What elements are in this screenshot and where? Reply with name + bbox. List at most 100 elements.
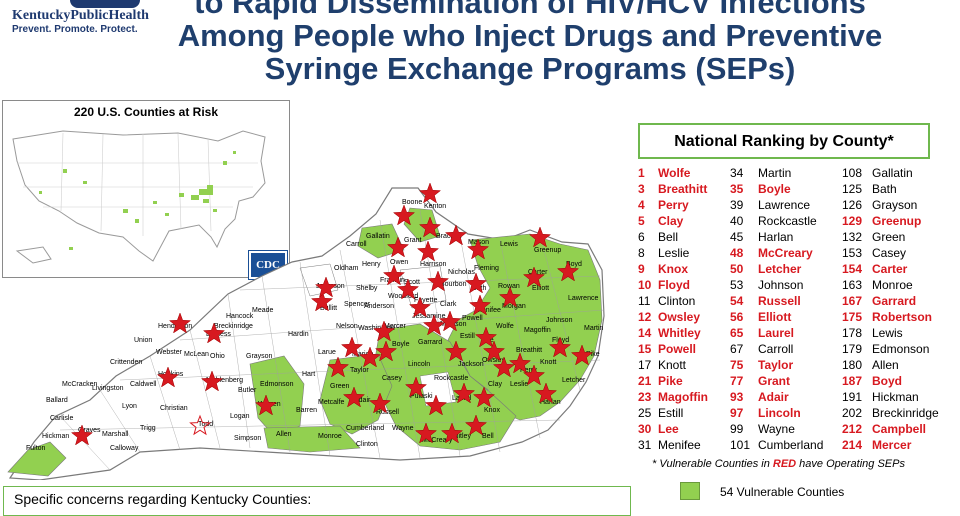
county-label: Russell — [376, 409, 399, 416]
county-label: Lincoln — [408, 361, 430, 368]
ranking-number: 153 — [842, 246, 863, 260]
sep-star-icon — [440, 422, 464, 444]
sep-star-icon — [386, 236, 410, 258]
ranking-county: Johnson — [758, 278, 804, 292]
county-label: Estill — [460, 333, 475, 340]
ranking-county: Pike — [658, 374, 683, 388]
county-label: Hart — [302, 371, 315, 378]
sep-star-icon — [372, 320, 396, 342]
ranking-number: 163 — [842, 278, 863, 292]
ranking-county: Carroll — [758, 342, 794, 356]
county-label: Harrison — [420, 261, 447, 268]
county-label: Hancock — [226, 313, 254, 320]
ranking-row: 125 Bath — [842, 181, 939, 197]
county-label: Casey — [382, 375, 402, 382]
ranking-number: 34 — [730, 166, 744, 180]
ranking-number: 30 — [638, 422, 652, 436]
ranking-county: Clinton — [658, 294, 696, 308]
ranking-row: 34 Martin — [730, 165, 823, 181]
ranking-county: Breathitt — [658, 182, 708, 196]
ranking-county: Greenup — [872, 214, 922, 228]
ranking-county: Menifee — [658, 438, 701, 452]
county-label: Caldwell — [130, 381, 157, 388]
ranking-number: 8 — [638, 246, 645, 260]
ranking-number: 126 — [842, 198, 863, 212]
ranking-number: 77 — [730, 374, 744, 388]
county-label: Ballard — [46, 397, 68, 404]
county-label: Cumberland — [346, 425, 384, 432]
sep-star-icon — [202, 322, 226, 344]
sep-star-icon — [556, 260, 580, 282]
sep-star-icon — [342, 386, 366, 408]
ranking-county: Allen — [872, 358, 899, 372]
county-label: Mercer — [384, 323, 406, 330]
county-label: Nelson — [336, 323, 358, 330]
sep-star-icon — [482, 340, 506, 362]
county-label: Kenton — [424, 203, 446, 210]
ranking-number: 191 — [842, 390, 863, 404]
county-label: Boone — [402, 199, 422, 206]
county-label: McCracken — [62, 381, 98, 388]
ranking-row: 97 Lincoln — [730, 405, 823, 421]
ranking-number: 99 — [730, 422, 744, 436]
footnote-red: RED — [772, 458, 797, 470]
ranking-number: 50 — [730, 262, 744, 276]
ranking-county: Lincoln — [758, 406, 801, 420]
county-label: Clark — [440, 301, 457, 308]
sep-star-icon — [396, 278, 420, 300]
ranking-row: 15 Powell — [638, 341, 708, 357]
ranking-number: 3 — [638, 182, 645, 196]
county-label: Letcher — [562, 377, 586, 384]
sep-star-icon — [452, 382, 476, 404]
us-counties-map: 220 U.S. Counties at Risk CDC — [2, 100, 290, 280]
ranking-county: Laurel — [758, 326, 795, 340]
ranking-number: 129 — [842, 214, 863, 228]
sep-star-icon — [70, 424, 94, 446]
ranking-number: 180 — [842, 358, 863, 372]
county-label: Ohio — [210, 353, 225, 360]
county-label: Todd — [198, 421, 213, 428]
ranking-row: 54 Russell — [730, 293, 823, 309]
ranking-county: Lawrence — [758, 198, 811, 212]
sep-star-icon — [168, 312, 192, 334]
ranking-row: 25 Estill — [638, 405, 708, 421]
ranking-row: 12 Owsley — [638, 309, 708, 325]
ranking-row: 39 Lawrence — [730, 197, 823, 213]
ranking-number: 10 — [638, 278, 652, 292]
ranking-county: Perry — [658, 198, 689, 212]
ranking-row: 75 Taylor — [730, 357, 823, 373]
county-label: Boyd — [566, 261, 582, 268]
county-label: Marshall — [102, 431, 129, 438]
ranking-number: 125 — [842, 182, 863, 196]
ranking-county: Breckinridge — [872, 406, 939, 420]
ranking-county: Letcher — [758, 262, 802, 276]
ranking-county: Garrard — [872, 294, 917, 308]
county-label: Nicholas — [448, 269, 475, 276]
ranking-row: 35 Boyle — [730, 181, 823, 197]
ranking-county: Green — [872, 230, 906, 244]
logo-title: KentuckyPublicHealth — [12, 8, 149, 23]
ranking-county: Harlan — [758, 230, 794, 244]
sep-star-icon — [340, 336, 364, 358]
ranking-column-3: 108 Gallatin 125 Bath 126 Grayson 129 Greenup 13… — [842, 165, 939, 453]
sep-star-icon — [474, 326, 498, 348]
county-label: Wolfe — [496, 323, 514, 330]
county-label: Lewis — [500, 241, 518, 248]
county-label: Grayson — [246, 353, 273, 360]
sep-star-icon — [358, 346, 382, 368]
county-label: Shelby — [356, 285, 378, 292]
ranking-number: 15 — [638, 342, 652, 356]
county-label: Martin — [584, 325, 604, 332]
ranking-row: 8 Leslie — [638, 245, 708, 261]
ranking-row: 11 Clinton — [638, 293, 708, 309]
sep-star-icon — [522, 364, 546, 386]
ranking-county: Cumberland — [758, 438, 824, 452]
ranking-row: 65 Laurel — [730, 325, 823, 341]
county-label: Logan — [230, 413, 250, 420]
county-label: Barren — [296, 407, 317, 414]
county-label: Calloway — [110, 445, 139, 452]
county-label: McLean — [184, 351, 209, 358]
ranking-row: 214 Mercer — [842, 437, 939, 453]
sep-star-icon — [424, 394, 448, 416]
county-label: Fulton — [26, 445, 46, 452]
